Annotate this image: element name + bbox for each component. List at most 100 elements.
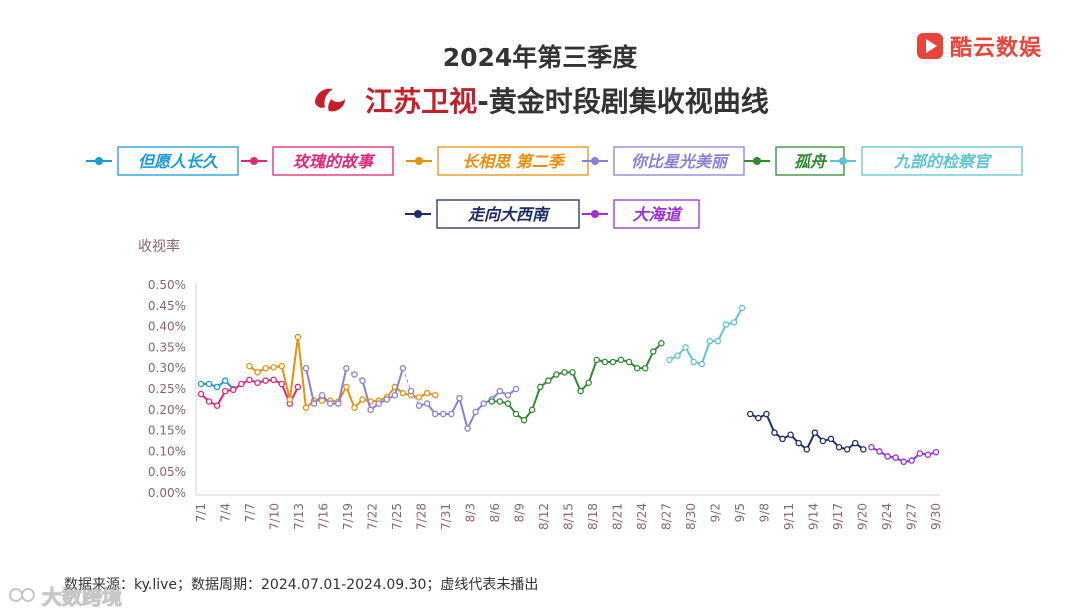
y-axis-label: 收视率: [138, 238, 180, 255]
data-point: [625, 358, 633, 366]
data-point: [359, 377, 366, 384]
legend-box: [436, 199, 580, 229]
legend-label: 长相思 第二季: [462, 152, 567, 171]
data-point: [359, 396, 366, 403]
data-point: [383, 396, 391, 403]
data-point: [318, 391, 326, 399]
data-point: [771, 429, 778, 436]
legend-item[interactable]: 走向大西南: [405, 199, 580, 229]
data-point: [205, 398, 213, 405]
data-point: [270, 376, 277, 384]
series-line-segment: [587, 359, 598, 384]
data-point: [399, 364, 407, 372]
data-point: [415, 394, 423, 401]
data-point: [415, 402, 423, 409]
legend-marker-icon: [591, 157, 599, 165]
series-line-segment: [361, 380, 372, 411]
data-point: [884, 453, 891, 460]
y-tick-label: 0.00%: [148, 486, 186, 500]
data-point: [811, 429, 819, 436]
title-line2: 江苏卫视-黄金时段剧集收视曲线: [0, 80, 1080, 120]
legend-item[interactable]: 九部的检察官: [830, 146, 1023, 176]
x-tick-label: 7/31: [439, 503, 453, 530]
y-tick-label: 0.45%: [148, 299, 186, 313]
data-point: [520, 416, 528, 424]
data-point: [706, 337, 714, 345]
data-point: [658, 339, 665, 347]
data-point: [302, 404, 310, 411]
data-point: [545, 377, 552, 384]
series-line-segment: [765, 413, 776, 434]
data-point: [601, 358, 609, 366]
x-tick-label: 8/3: [464, 503, 478, 522]
series-3: [302, 364, 520, 432]
data-point: [343, 364, 350, 372]
brand-logo: 酷云数娱: [916, 30, 1042, 62]
data-point: [819, 437, 827, 445]
x-tick-label: 9/5: [733, 503, 747, 522]
data-point: [270, 364, 277, 371]
series-line-segment: [700, 340, 711, 365]
data-point: [294, 333, 302, 341]
data-point: [262, 364, 269, 372]
legend-marker-icon: [753, 157, 761, 165]
data-point: [221, 377, 229, 384]
data-point: [294, 383, 302, 391]
data-point: [286, 396, 294, 403]
x-tick-label: 8/12: [537, 503, 551, 530]
data-point: [238, 380, 245, 388]
legend-item[interactable]: 你比星光美丽: [582, 146, 745, 176]
legend-label: 走向大西南: [467, 205, 551, 224]
legend-item[interactable]: 但愿人长久: [86, 146, 239, 176]
x-tick-label: 9/20: [856, 503, 870, 530]
x-tick-label: 9/30: [929, 503, 943, 530]
data-point: [795, 439, 802, 447]
legend-item[interactable]: 孤舟: [744, 146, 845, 176]
x-tick-label: 9/14: [807, 503, 821, 530]
legend-label: 孤舟: [794, 152, 828, 171]
data-point: [682, 344, 689, 351]
legend-label: 九部的检察官: [893, 152, 993, 171]
data-point: [197, 380, 205, 388]
data-point: [714, 337, 722, 345]
jiangsu-tv-logo-icon: [315, 88, 346, 112]
y-axis-ticks: 0.00% 0.05% 0.10% 0.15% 0.20% 0.25% 0.30% 0.35%…: [148, 278, 186, 500]
data-point: [262, 377, 269, 384]
data-point: [512, 385, 520, 393]
data-point: [456, 394, 463, 402]
data-point: [335, 400, 342, 407]
series-line-segment: [305, 367, 316, 404]
series-line-segment: [402, 368, 412, 392]
legend-item[interactable]: 玫瑰的故事: [241, 146, 394, 176]
title-channel: 江苏卫视: [365, 85, 478, 118]
series-line-segment: [531, 386, 542, 411]
x-tick-label: 9/17: [831, 503, 845, 530]
play-logo-icon: [917, 33, 943, 59]
legend-item[interactable]: 长相思 第二季: [406, 146, 589, 176]
data-point: [932, 448, 940, 456]
data-point: [730, 319, 738, 326]
series-line-segment: [337, 367, 348, 404]
data-point: [585, 379, 592, 387]
series-line-segment: [393, 367, 404, 396]
legend-item[interactable]: 大海道: [582, 199, 700, 229]
y-tick-label: 0.20%: [148, 403, 186, 417]
x-tick-label: 9/24: [880, 503, 894, 530]
data-point: [197, 390, 205, 398]
data-point: [448, 410, 455, 418]
x-tick-label: 7/28: [415, 503, 429, 530]
legend-marker-icon: [414, 210, 422, 218]
data-point: [876, 448, 883, 455]
y-tick-label: 0.25%: [148, 382, 186, 396]
data-point: [399, 389, 407, 397]
footnote: 数据来源：ky.live；数据周期：2024.07.01-2024.09.30；…: [64, 577, 539, 593]
series-0: [197, 377, 237, 393]
data-point: [326, 400, 334, 407]
legend-box: [613, 199, 700, 229]
title-suffix: -黄金时段剧集收视曲线: [477, 85, 769, 118]
x-tick-label: 9/27: [905, 503, 919, 530]
data-point: [343, 383, 350, 391]
data-point: [423, 400, 431, 407]
y-tick-label: 0.15%: [148, 424, 186, 438]
